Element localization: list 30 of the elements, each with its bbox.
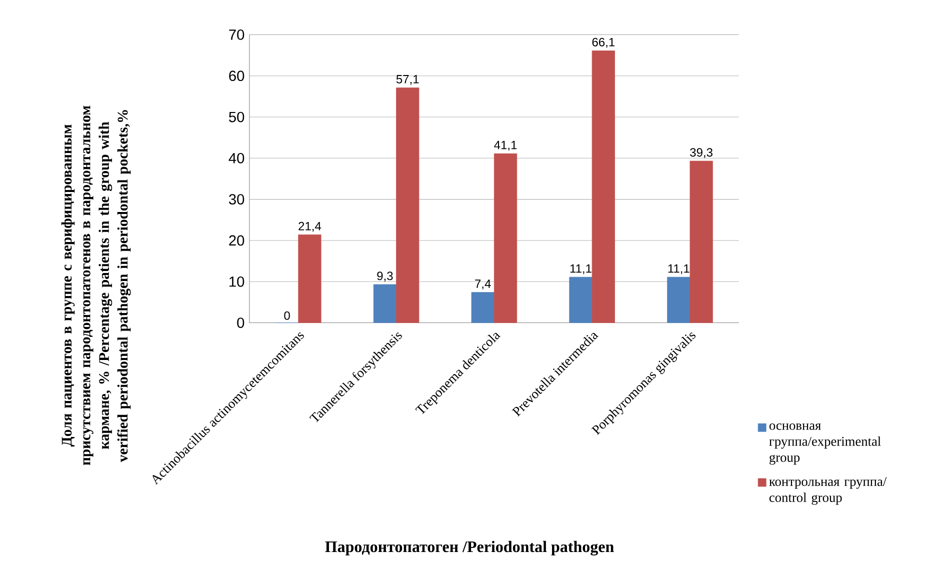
y-tick-label: 30 [228, 194, 244, 205]
data-label: 21,4 [298, 222, 322, 232]
bar [494, 153, 518, 324]
data-label: 11,1 [570, 264, 592, 274]
x-axis-title: Пародонтопатоген /Periodontal pathogen [325, 540, 614, 556]
data-label: 66,1 [592, 38, 615, 48]
data-label: 7,4 [475, 280, 491, 290]
y-tick-label: 60 [229, 70, 244, 82]
bar [396, 88, 420, 324]
bar [298, 234, 322, 324]
data-label: 9,3 [377, 272, 393, 282]
y-tick-label: 0 [237, 318, 244, 328]
bar [592, 50, 615, 324]
y-axis-title: Доля пациентов в группе с верифицированным присутствием пародонтопатогенов в пародонтальном кармане, % /Percentage patients in the group with verified periodontal pathogen in periodontal pockets,% [61, 106, 131, 466]
y-tick-label: 40 [228, 153, 244, 164]
bar [373, 284, 396, 324]
bar [690, 160, 713, 324]
y-tick-label: 50 [228, 112, 244, 122]
y-tick-label: 70 [229, 30, 244, 40]
bar [667, 276, 690, 324]
legend-label: контрольная группа/ control group [769, 477, 887, 505]
bar [569, 276, 592, 324]
y-tick-label: 10 [230, 276, 244, 287]
data-label: 57,1 [396, 75, 419, 85]
data-label: 0 [284, 311, 290, 320]
data-label: 11,1 [668, 264, 690, 274]
data-label: 39,3 [690, 148, 712, 158]
y-tick-label: 20 [229, 235, 244, 246]
bar [471, 292, 494, 324]
data-label: 41,1 [494, 140, 517, 151]
